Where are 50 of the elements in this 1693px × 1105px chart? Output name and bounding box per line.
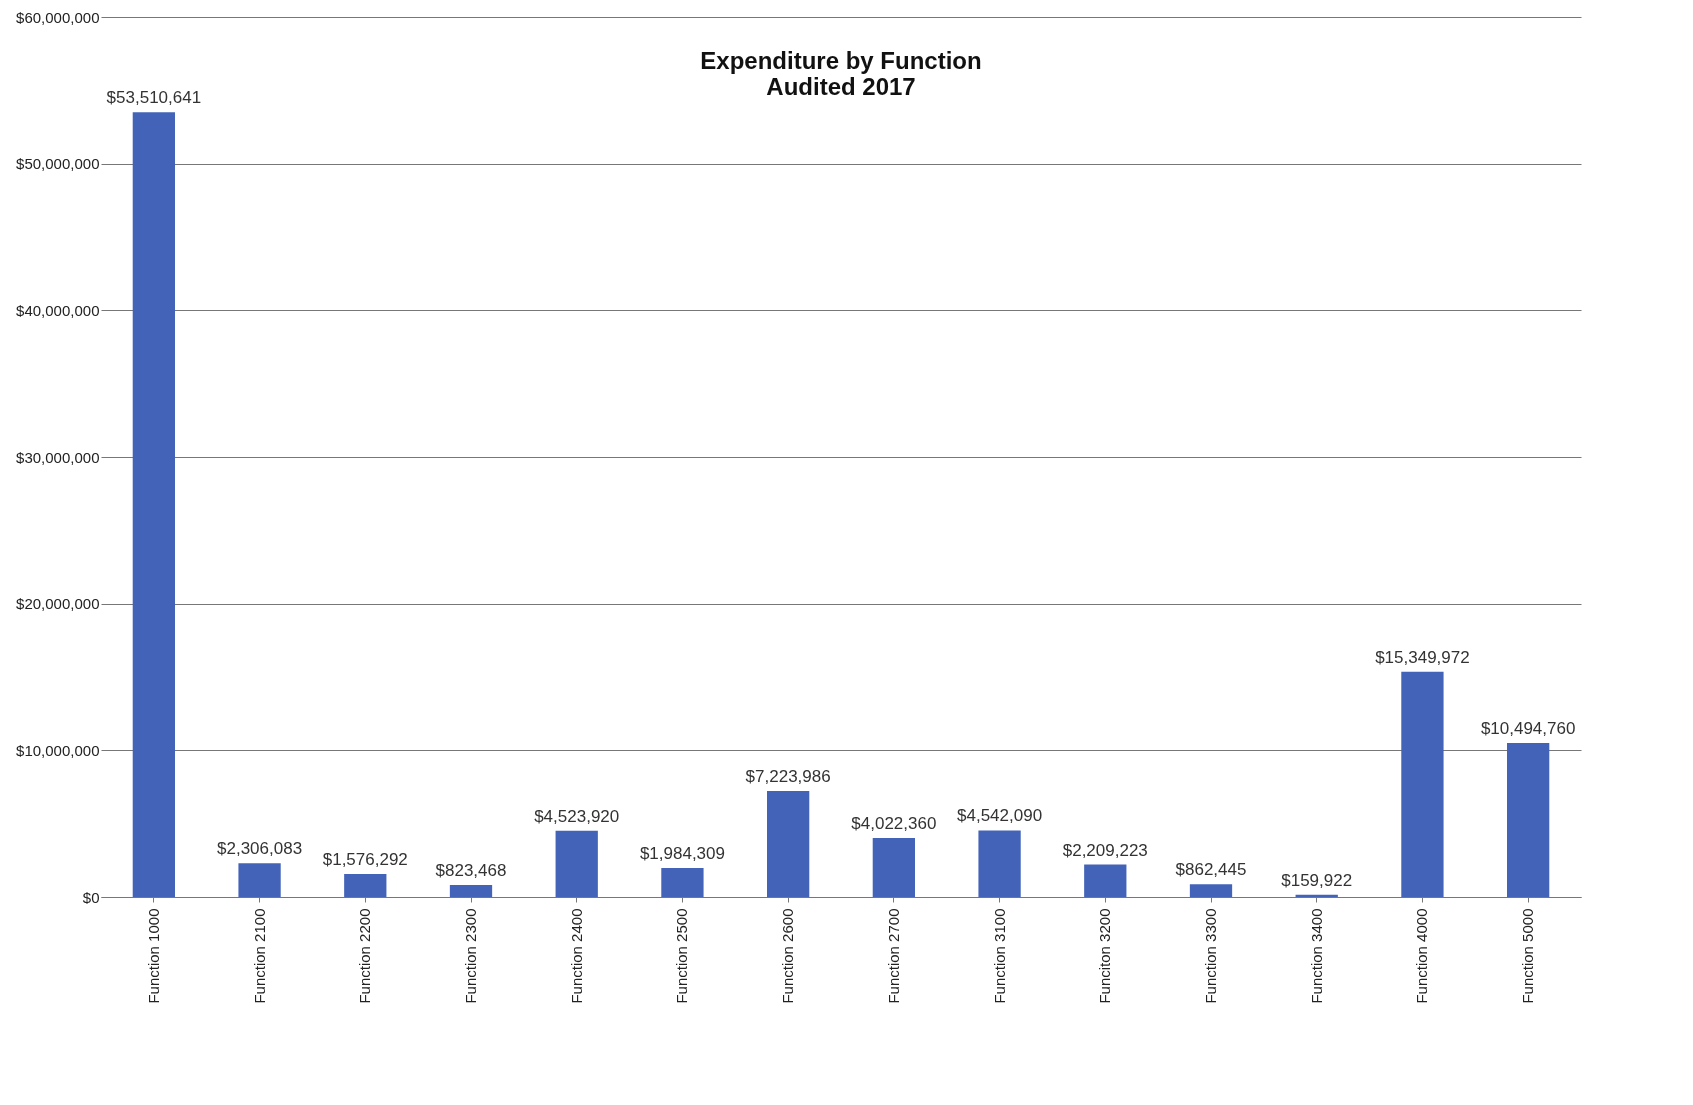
bar bbox=[1084, 864, 1127, 897]
bar bbox=[978, 830, 1021, 897]
x-tick-label: Function 2300 bbox=[462, 908, 479, 1004]
data-label: $10,494,760 bbox=[1480, 719, 1576, 739]
data-label: $53,510,641 bbox=[106, 88, 202, 108]
y-tick-label: $20,000,000 bbox=[16, 595, 100, 613]
bar bbox=[767, 791, 810, 897]
data-label: $2,306,083 bbox=[217, 839, 303, 859]
data-label: $4,542,090 bbox=[957, 806, 1043, 826]
x-tick-label: Function 5000 bbox=[1519, 908, 1537, 1004]
data-label: $4,523,920 bbox=[534, 806, 620, 826]
x-tick-label: Funciton 3200 bbox=[1096, 908, 1114, 1004]
x-tick-label: Function 3100 bbox=[990, 908, 1008, 1004]
x-tick-label: Function 2200 bbox=[356, 908, 374, 1004]
x-tick-label: Function 4000 bbox=[1413, 908, 1431, 1004]
x-tick-label: Function 2600 bbox=[779, 908, 797, 1004]
x-tick-label: Function 3400 bbox=[1307, 908, 1325, 1004]
data-label: $159,922 bbox=[1281, 870, 1353, 890]
y-tick-label: $50,000,000 bbox=[16, 155, 100, 173]
bar bbox=[1401, 671, 1444, 897]
y-tick-label: $0 bbox=[82, 888, 100, 906]
x-tick-label: Function 2500 bbox=[673, 908, 691, 1004]
data-label: $2,209,223 bbox=[1062, 840, 1148, 860]
data-label: $15,349,972 bbox=[1375, 647, 1470, 667]
bar bbox=[1507, 743, 1550, 897]
bar bbox=[555, 830, 598, 897]
bar bbox=[872, 838, 915, 897]
bar bbox=[132, 112, 175, 897]
data-label: $1,984,309 bbox=[639, 843, 725, 863]
x-tick-label: Function 2400 bbox=[567, 908, 585, 1004]
data-label: $7,223,986 bbox=[745, 767, 831, 787]
x-tick-label: Function 2700 bbox=[884, 908, 902, 1004]
x-tick-label: Function 3300 bbox=[1202, 908, 1219, 1004]
data-label: $1,576,292 bbox=[322, 849, 408, 869]
y-tick-label: $40,000,000 bbox=[16, 301, 100, 319]
bar bbox=[661, 867, 704, 897]
bar bbox=[238, 863, 281, 897]
y-tick-label: $60,000,000 bbox=[16, 8, 100, 26]
x-tick-label: Function 1000 bbox=[144, 908, 162, 1004]
data-label: $862,445 bbox=[1175, 860, 1247, 880]
bar bbox=[449, 884, 493, 897]
bar bbox=[1189, 884, 1233, 897]
text: Audited 2017 bbox=[766, 73, 916, 100]
y-tick-label: $10,000,000 bbox=[16, 741, 100, 759]
bar bbox=[344, 873, 387, 897]
data-label: $823,468 bbox=[435, 860, 507, 880]
y-tick-label: $30,000,000 bbox=[16, 448, 100, 466]
data-label: $4,022,360 bbox=[851, 814, 937, 834]
text: Expenditure by Function bbox=[700, 47, 982, 74]
x-tick-label: Function 2100 bbox=[250, 908, 268, 1004]
